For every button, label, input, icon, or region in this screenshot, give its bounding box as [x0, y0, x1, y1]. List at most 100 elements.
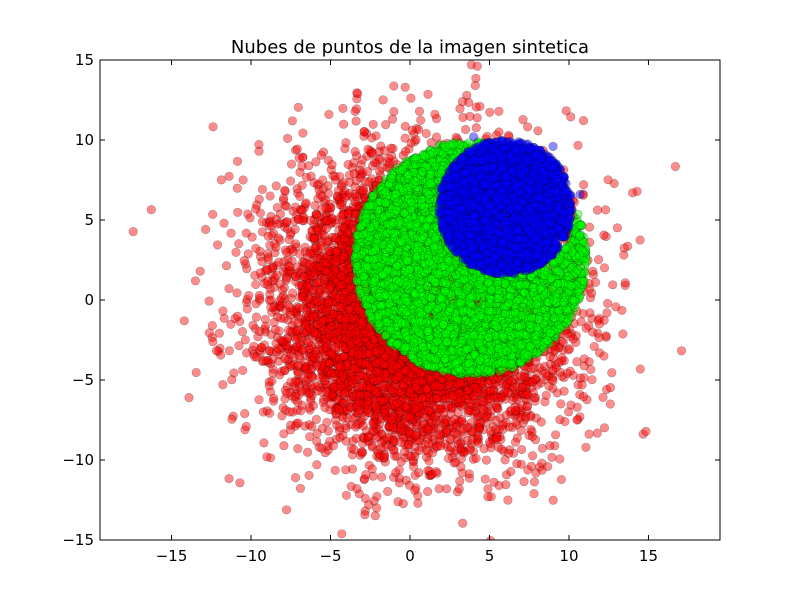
scatter-point	[426, 251, 437, 261]
scatter-point	[493, 364, 503, 375]
scatter-point	[395, 579, 404, 588]
data-points-layer	[128, 60, 687, 588]
scatter-point	[433, 344, 444, 355]
scatter-point	[559, 301, 569, 311]
scatter-point	[412, 233, 423, 243]
scatter-point	[483, 217, 493, 227]
scatter-point	[146, 205, 156, 215]
scatter-point	[386, 328, 396, 338]
scatter-point	[433, 271, 443, 282]
scatter-point	[573, 140, 583, 150]
scatter-point	[232, 156, 243, 166]
scatter-point	[618, 329, 628, 339]
scatter-point	[304, 470, 314, 481]
scatter-point	[548, 495, 558, 505]
scatter-point	[383, 296, 394, 306]
scatter-point	[389, 573, 398, 582]
scatter-point	[485, 318, 495, 328]
scatter-point	[358, 260, 368, 271]
scatter-point	[468, 291, 478, 301]
scatter-point	[293, 444, 303, 454]
scatter-point	[234, 239, 244, 249]
scatter-point	[295, 483, 306, 494]
scatter-point	[419, 348, 429, 359]
scatter-point	[481, 251, 491, 261]
scatter-point	[635, 235, 645, 245]
scatter-point	[432, 335, 442, 345]
scatter-point	[404, 190, 414, 200]
scatter-point	[442, 257, 452, 267]
scatter-point	[380, 254, 390, 264]
scatter-point	[578, 180, 589, 190]
scatter-point	[452, 274, 462, 284]
scatter-point	[418, 310, 428, 321]
scatter-point	[251, 279, 261, 290]
scatter-point	[293, 102, 303, 112]
chart-title: Nubes de puntos de la imagen sintetica	[231, 37, 589, 58]
scatter-point	[676, 346, 687, 356]
scatter-point	[345, 289, 355, 299]
scatter-point	[368, 119, 378, 129]
scatter-point	[238, 365, 248, 376]
scatter-point	[396, 233, 406, 243]
scatter-point	[414, 106, 425, 116]
scatter-point	[224, 346, 234, 356]
scatter-point	[497, 246, 508, 257]
scatter-point	[439, 301, 449, 312]
scatter-point	[519, 477, 529, 487]
scatter-point	[201, 224, 211, 234]
scatter-point	[423, 253, 433, 263]
scatter-point	[602, 298, 613, 309]
scatter-point	[641, 426, 651, 436]
scatter-point	[428, 282, 438, 292]
plot-area-background	[100, 60, 720, 540]
scatter-point	[374, 155, 384, 165]
scatter-point	[307, 362, 317, 372]
scatter-point	[408, 348, 419, 358]
scatter-point	[306, 171, 316, 181]
scatter-point	[379, 322, 389, 332]
scatter-point	[449, 222, 460, 232]
scatter-point	[208, 209, 218, 219]
scatter-point	[501, 480, 511, 490]
scatter-point	[393, 497, 403, 507]
scatter-point	[445, 207, 455, 217]
scatter-point	[394, 418, 404, 428]
scatter-point	[251, 312, 261, 322]
scatter-point	[425, 276, 435, 286]
scatter-point	[549, 347, 559, 357]
scatter-point	[454, 281, 464, 291]
scatter-point	[394, 273, 404, 284]
scatter-point	[400, 146, 411, 156]
scatter-point	[413, 364, 424, 374]
scatter-point	[454, 137, 464, 147]
scatter-point	[441, 299, 451, 309]
scatter-point	[388, 544, 397, 553]
scatter-point	[409, 352, 419, 363]
scatter-point	[493, 225, 503, 235]
scatter-point	[341, 138, 351, 148]
scatter-point	[296, 406, 306, 416]
scatter-point	[359, 342, 369, 353]
scatter-point	[423, 89, 433, 99]
scatter-point	[471, 123, 481, 133]
scatter-point	[218, 306, 228, 316]
scatter-point	[421, 314, 431, 325]
scatter-point	[453, 318, 463, 328]
scatter-point	[304, 323, 314, 333]
scatter-point	[521, 256, 531, 266]
scatter-point	[506, 466, 516, 477]
scatter-point	[502, 287, 513, 297]
scatter-point	[527, 451, 538, 461]
scatter-point	[423, 317, 433, 328]
scatter-point	[426, 359, 437, 369]
scatter-point	[449, 355, 460, 366]
scatter-point	[371, 131, 381, 141]
scatter-point	[428, 273, 438, 283]
scatter-point	[584, 429, 594, 439]
scatter-point	[306, 348, 316, 359]
scatter-point	[408, 227, 418, 237]
scatter-point	[375, 219, 385, 229]
scatter-point	[611, 302, 621, 312]
